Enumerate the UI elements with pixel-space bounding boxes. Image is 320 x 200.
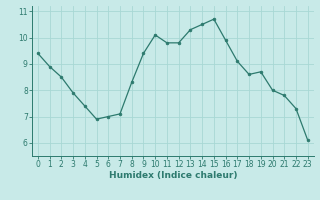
X-axis label: Humidex (Indice chaleur): Humidex (Indice chaleur) [108,171,237,180]
